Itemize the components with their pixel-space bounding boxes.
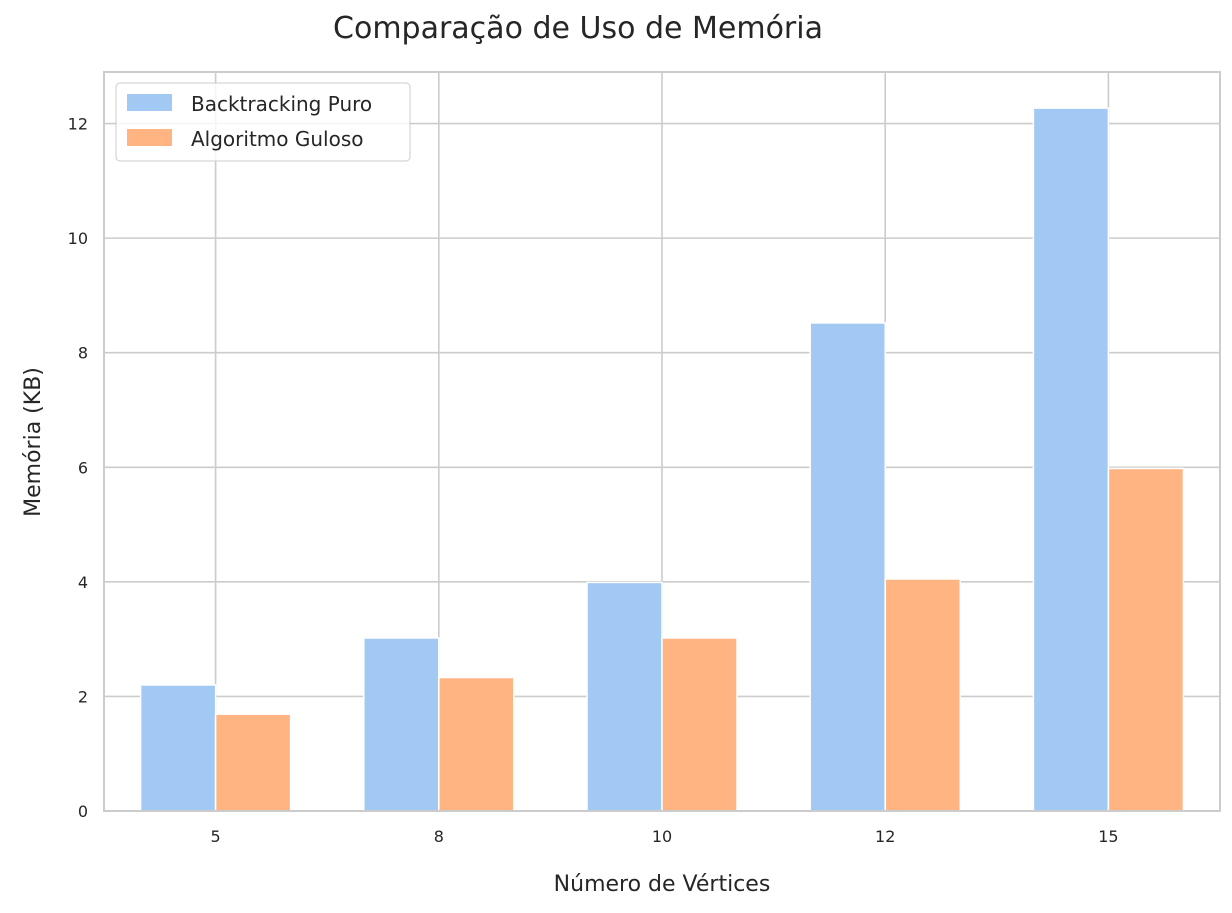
legend-swatch-guloso [127,129,172,146]
plot-frame [103,71,1221,812]
bar-backtracking-15 [1032,107,1110,812]
y-tick-label: 10 [68,229,88,248]
y-tick-label: 4 [78,573,88,592]
y-tick-label: 0 [78,802,88,821]
axes-layer: 0 2 4 6 8 10 12 5 8 10 12 15 [68,71,1221,846]
bar-backtracking-8 [363,637,440,812]
bar-guloso-8 [438,676,515,812]
legend-label-guloso: Algoritmo Guloso [191,127,364,151]
legend-frame [115,82,411,162]
x-tick-label: 5 [211,827,221,846]
legend: Backtracking Puro Algoritmo Guloso [115,82,411,162]
y-tick-label: 2 [78,687,88,706]
bar-guloso-5 [214,713,292,812]
bar-guloso-12 [884,578,961,812]
bars-layer [139,107,1185,812]
legend-label-backtracking: Backtracking Puro [191,92,372,116]
bar-backtracking-5 [139,684,217,812]
chart-title: Comparação de Uso de Memória [333,11,823,46]
y-tick-label: 8 [78,344,88,363]
bar-backtracking-12 [809,322,886,812]
legend-swatch-backtracking [127,94,172,111]
x-tick-label: 15 [1098,827,1118,846]
x-tick-label: 12 [875,827,895,846]
bar-guloso-15 [1107,467,1185,812]
bar-backtracking-10 [586,581,663,812]
x-axis-label: Número de Vértices [554,872,771,897]
y-tick-label: 6 [78,458,88,477]
bar-guloso-10 [661,637,738,812]
x-tick-label: 10 [652,827,672,846]
x-tick-label: 8 [434,827,444,846]
y-axis-label: Memória (KB) [21,367,46,517]
y-tick-label: 12 [68,115,88,134]
